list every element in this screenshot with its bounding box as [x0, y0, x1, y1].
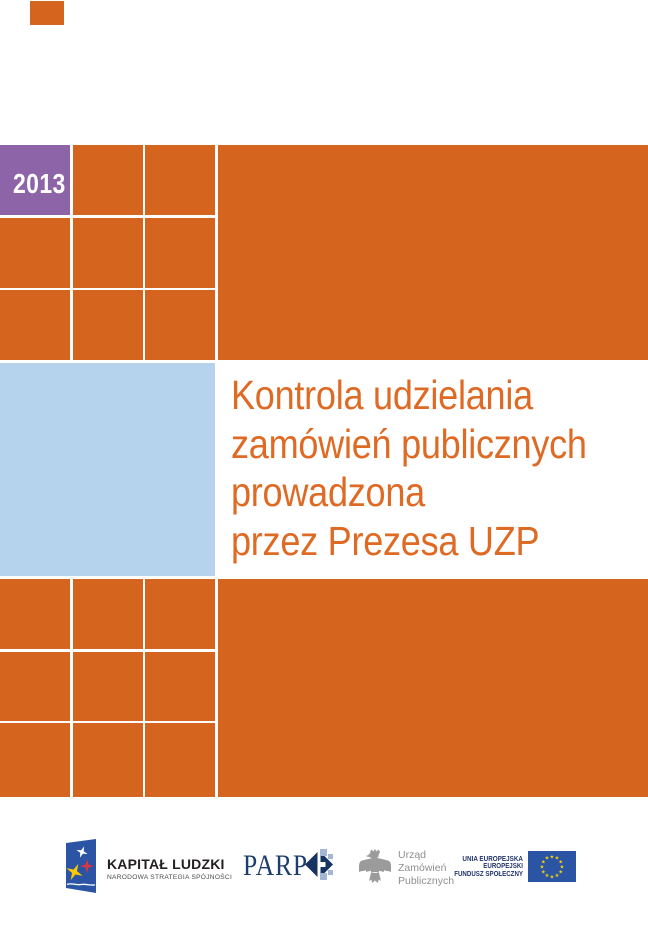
- mosaic-cell: [145, 579, 215, 649]
- orange-block-top: [218, 145, 648, 360]
- svg-text:★: ★: [555, 856, 560, 862]
- mosaic-cell: [0, 217, 70, 288]
- cover-title: Kontrola udzielania zamówień publicznych…: [231, 371, 587, 565]
- mosaic-cell: [72, 579, 143, 649]
- svg-text:★: ★: [558, 869, 563, 875]
- mosaic-cell: [0, 723, 70, 797]
- mosaic-cell: [72, 651, 143, 721]
- svg-text:★: ★: [560, 864, 565, 870]
- decor-square: [30, 1, 64, 25]
- mosaic-cell: [145, 290, 215, 360]
- mosaic-cell: [145, 723, 215, 797]
- mosaic-cell: [145, 145, 215, 215]
- parp-diamond-icon: [305, 849, 333, 880]
- mosaic-cell: [72, 723, 143, 797]
- title-line: przez Prezesa UZP: [231, 517, 540, 564]
- title-line: zamówień publicznych: [231, 420, 587, 467]
- mosaic-cell: [145, 217, 215, 288]
- title-line: Kontrola udzielania: [231, 372, 533, 418]
- kapital-ludzki-flag-icon: [66, 839, 96, 893]
- blue-panel: [0, 363, 215, 576]
- uzp-eagle-icon: [359, 849, 391, 883]
- mosaic-cell: [145, 651, 215, 721]
- kapital-ludzki-subtitle: NARODOWA STRATEGIA SPÓJNOŚCI: [107, 873, 233, 881]
- svg-text:★: ★: [541, 869, 546, 875]
- year-cell: 2013: [0, 145, 70, 215]
- eu-line: EUROPEJSKI: [483, 863, 523, 870]
- mosaic-cell: [0, 579, 70, 649]
- mosaic-cell: [72, 145, 143, 215]
- svg-text:★: ★: [545, 856, 550, 862]
- eu-text: UNIA EUROPEJSKA EUROPEJSKI FUNDUSZ SPOŁE…: [432, 855, 523, 879]
- title-line: prowadzona: [231, 469, 425, 515]
- svg-text:★: ★: [541, 859, 546, 865]
- eu-line: UNIA EUROPEJSKA: [462, 854, 523, 863]
- eu-flag-icon: ★ ★ ★ ★ ★ ★ ★ ★ ★ ★ ★ ★: [528, 851, 576, 882]
- kapital-ludzki-text: KAPITAŁ LUDZKI NARODOWA STRATEGIA SPÓJNO…: [107, 857, 232, 881]
- svg-text:★: ★: [558, 859, 563, 865]
- mosaic-cell: [72, 290, 143, 360]
- mosaic-cell: [0, 651, 70, 721]
- uzp-line: Publicznych: [398, 875, 455, 887]
- uzp-line: Urząd: [398, 849, 427, 861]
- orange-block-bottom: [218, 579, 648, 797]
- svg-text:★: ★: [540, 864, 545, 870]
- mosaic-cell: [72, 217, 143, 288]
- mosaic-cell: [0, 290, 70, 360]
- eu-line: FUNDUSZ SPOŁECZNY: [454, 871, 523, 878]
- mosaic-grid-bottom: [0, 579, 215, 797]
- year-label: 2013: [13, 168, 66, 199]
- uzp-line: Zamówień: [398, 862, 447, 874]
- parp-wordmark: PARP: [243, 849, 308, 882]
- mosaic-grid-top: 2013: [0, 145, 215, 360]
- kapital-ludzki-title: KAPITAŁ LUDZKI: [107, 856, 225, 872]
- svg-text:★: ★: [550, 874, 555, 880]
- svg-text:★: ★: [555, 873, 560, 879]
- svg-text:★: ★: [550, 854, 555, 860]
- svg-text:★: ★: [545, 873, 550, 879]
- uzp-text: Urząd Zamówień Publicznych: [398, 849, 454, 888]
